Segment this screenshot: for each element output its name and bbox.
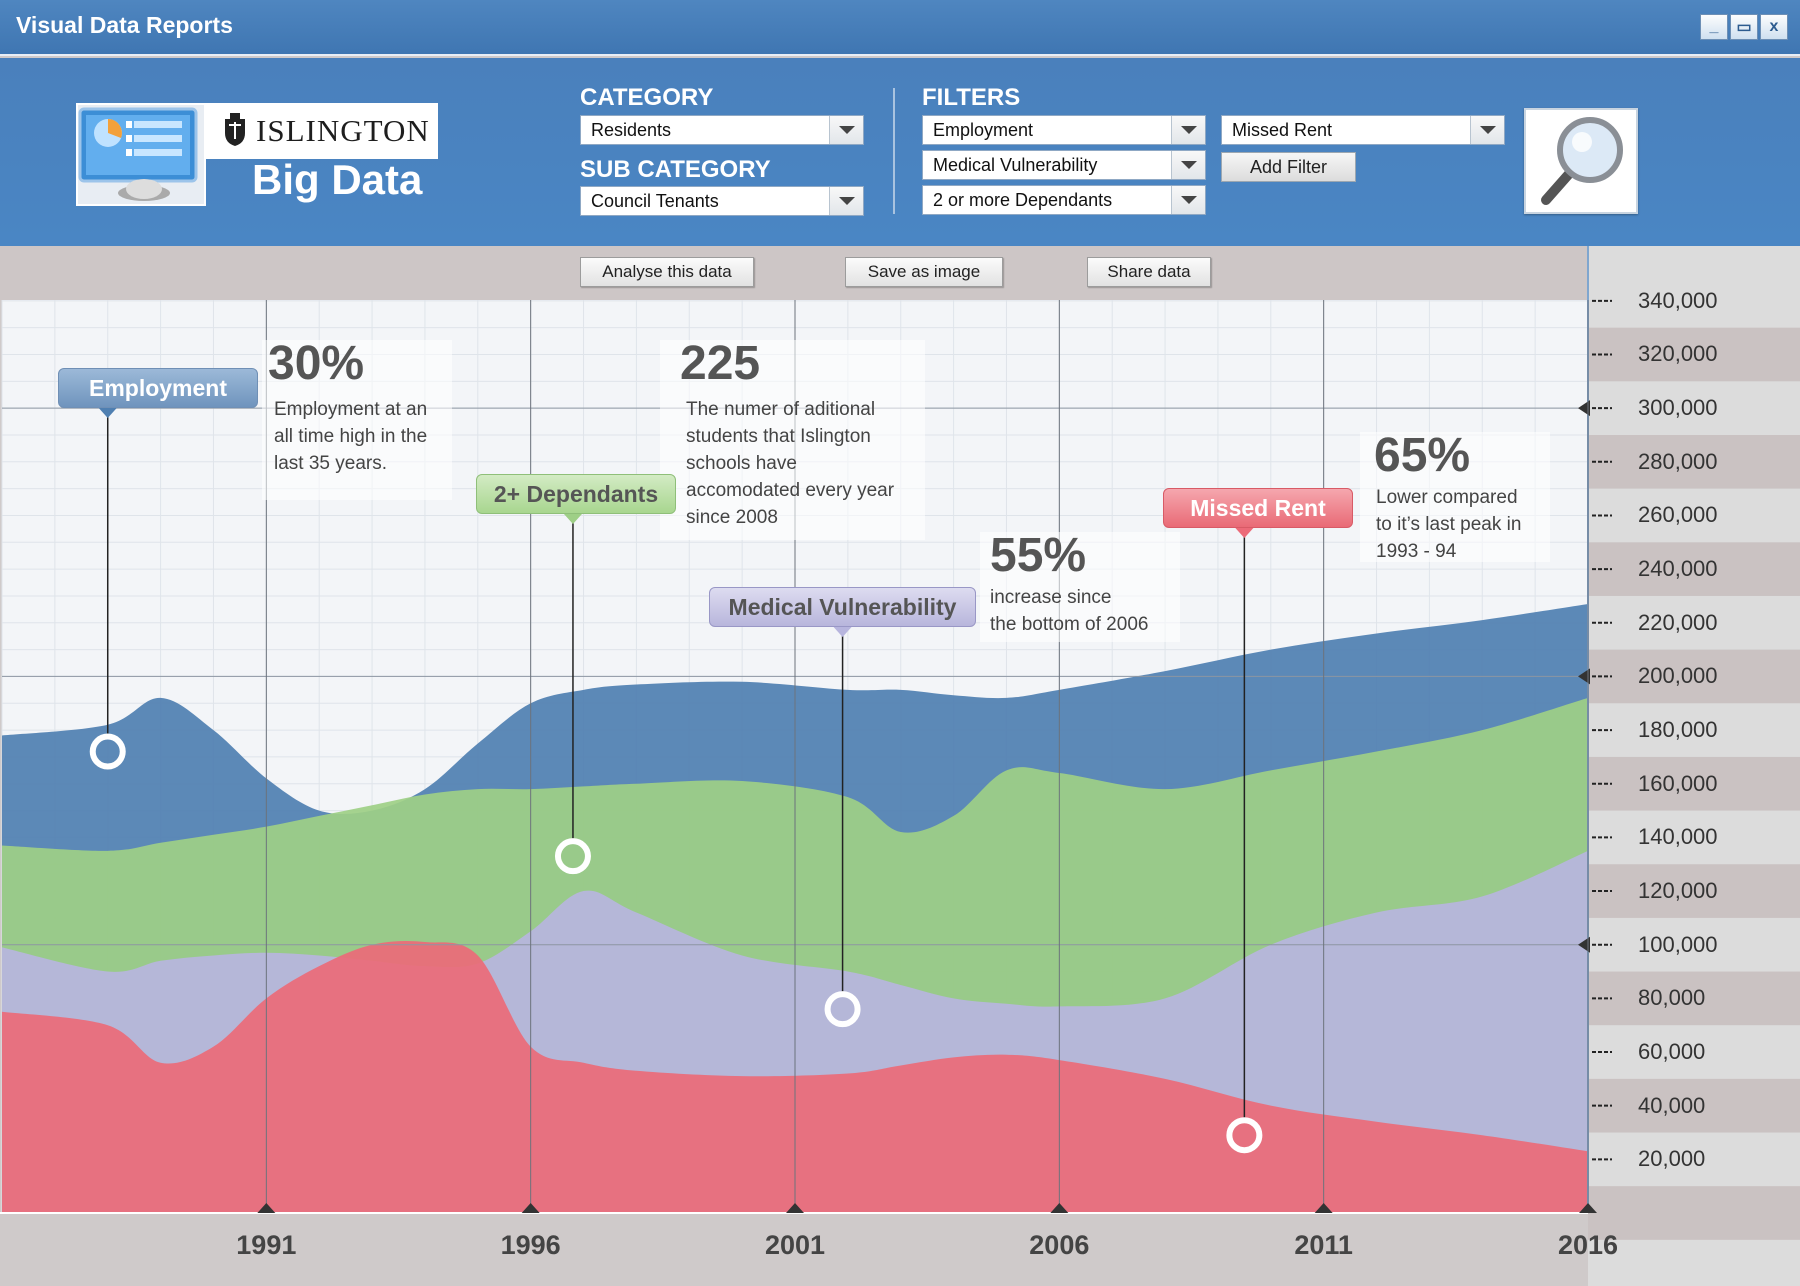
category-label: CATEGORY xyxy=(580,84,714,111)
marker-dependants[interactable] xyxy=(554,838,591,875)
filter-select-missed-rent[interactable]: Missed Rent xyxy=(1221,115,1505,145)
x-tick-label: 2016 xyxy=(1557,1230,1619,1260)
product-name: Big Data xyxy=(252,156,423,203)
marker-missed_rent[interactable] xyxy=(1226,1117,1263,1154)
y-tick-label: 40,000 xyxy=(1638,1092,1706,1118)
filter-value: Medical Vulnerability xyxy=(933,154,1098,175)
y-tick-label: 100,000 xyxy=(1638,931,1718,957)
filter-select-employment[interactable]: Employment xyxy=(922,115,1206,145)
callout-medical: 55% increase since the bottom of 2006 xyxy=(980,532,1180,642)
filter-select-medical[interactable]: Medical Vulnerability xyxy=(922,150,1206,180)
header-panel: ISLINGTON Big Data CATEGORY Residents SU… xyxy=(0,58,1800,246)
sub-category-label: SUB CATEGORY xyxy=(580,156,771,183)
y-tick-label: 320,000 xyxy=(1638,341,1718,367)
app-logo-icon xyxy=(76,103,206,206)
x-tick-label: 2001 xyxy=(764,1230,826,1260)
chevron-down-icon[interactable] xyxy=(1470,116,1504,144)
filter-value: Missed Rent xyxy=(1232,119,1333,140)
chevron-down-icon[interactable] xyxy=(829,116,863,144)
callout-value: 30% xyxy=(268,337,365,390)
x-tick-label: 1996 xyxy=(500,1230,561,1260)
x-tick-mark xyxy=(786,1203,804,1213)
y-tick-label: 280,000 xyxy=(1638,448,1718,474)
share-data-button[interactable]: Share data xyxy=(1087,257,1211,287)
chevron-down-icon[interactable] xyxy=(1171,151,1205,179)
islington-logo: ISLINGTON xyxy=(206,103,438,159)
close-button[interactable]: x xyxy=(1760,14,1788,40)
magnifier-icon xyxy=(1541,117,1623,205)
tag-missed-rent[interactable]: Missed Rent xyxy=(1163,488,1353,528)
callout-missed-rent: 65% Lower compared to it’s last peak in 19… xyxy=(1360,432,1550,562)
chevron-down-icon[interactable] xyxy=(1171,186,1205,214)
minimize-button[interactable]: _ xyxy=(1700,14,1728,40)
y-tick-label: 180,000 xyxy=(1638,717,1718,743)
marker-employment[interactable] xyxy=(89,733,126,770)
y-tick-label: 120,000 xyxy=(1638,878,1718,904)
y-tick-label: 220,000 xyxy=(1638,609,1718,635)
window-title: Visual Data Reports xyxy=(16,12,233,38)
filters-label: FILTERS xyxy=(922,84,1021,111)
window-title-bar: Visual Data Reports _ ▭ x xyxy=(0,0,1800,56)
org-name: ISLINGTON xyxy=(256,113,430,148)
tag-dependants[interactable]: 2+ Dependants xyxy=(476,474,676,514)
chart-toolbar: Analyse this data Save as image Share da… xyxy=(0,246,1588,300)
chevron-down-icon[interactable] xyxy=(829,187,863,215)
y-tick-label: 20,000 xyxy=(1638,1146,1706,1172)
x-tick-mark xyxy=(1579,1203,1597,1213)
crest-icon xyxy=(225,113,245,146)
y-tick-label: 60,000 xyxy=(1638,1039,1706,1065)
callout-students: 225 The numer of aditional students that … xyxy=(660,340,925,540)
filter-select-dependants[interactable]: 2 or more Dependants xyxy=(922,185,1206,215)
callout-text: Employment at an all time high in the last… xyxy=(274,399,428,474)
callout-employment: 30% Employment at an all time high in the… xyxy=(262,340,452,500)
x-tick-mark xyxy=(257,1203,276,1213)
x-tick-label: 2011 xyxy=(1294,1230,1353,1260)
x-tick-mark xyxy=(1050,1203,1069,1213)
filter-value: 2 or more Dependants xyxy=(933,189,1113,210)
callout-value: 65% xyxy=(1374,429,1471,482)
y-tick-label: 200,000 xyxy=(1638,663,1718,689)
tag-employment[interactable]: Employment xyxy=(58,368,258,408)
search-button[interactable] xyxy=(1524,108,1638,214)
analyse-data-button[interactable]: Analyse this data xyxy=(580,257,754,287)
category-value: Residents xyxy=(591,119,672,140)
window-controls: _ ▭ x xyxy=(1700,14,1788,40)
y-tick-label: 300,000 xyxy=(1638,395,1718,421)
callout-value: 225 xyxy=(680,337,761,390)
y-tick-label: 260,000 xyxy=(1638,502,1718,528)
y-tick-label: 160,000 xyxy=(1638,770,1718,796)
add-filter-button[interactable]: Add Filter xyxy=(1221,152,1356,182)
y-tick-label: 340,000 xyxy=(1638,287,1718,313)
x-tick-label: 2006 xyxy=(1029,1230,1090,1260)
sub-category-value: Council Tenants xyxy=(591,190,719,211)
filter-value: Employment xyxy=(933,119,1034,140)
callout-text: increase since the bottom of 2006 xyxy=(990,587,1149,635)
y-tick-label: 140,000 xyxy=(1638,824,1718,850)
callout-text: Lower compared to it’s last peak in 1993 -… xyxy=(1376,487,1522,562)
divider xyxy=(893,88,895,214)
chevron-down-icon[interactable] xyxy=(1171,116,1205,144)
x-tick-mark xyxy=(521,1203,540,1213)
sub-category-select[interactable]: Council Tenants xyxy=(580,186,864,216)
marker-medical[interactable] xyxy=(824,991,861,1028)
y-tick-label: 80,000 xyxy=(1638,985,1706,1011)
callout-text: The numer of aditional students that Isli… xyxy=(686,399,895,528)
x-tick-mark xyxy=(1314,1203,1333,1213)
x-tick-label: 1991 xyxy=(236,1230,297,1260)
callout-value: 55% xyxy=(990,529,1087,582)
restore-button[interactable]: ▭ xyxy=(1730,14,1758,40)
y-tick-label: 240,000 xyxy=(1638,556,1718,582)
tag-medical[interactable]: Medical Vulnerability xyxy=(709,587,976,627)
category-select[interactable]: Residents xyxy=(580,115,864,145)
save-image-button[interactable]: Save as image xyxy=(845,257,1003,287)
